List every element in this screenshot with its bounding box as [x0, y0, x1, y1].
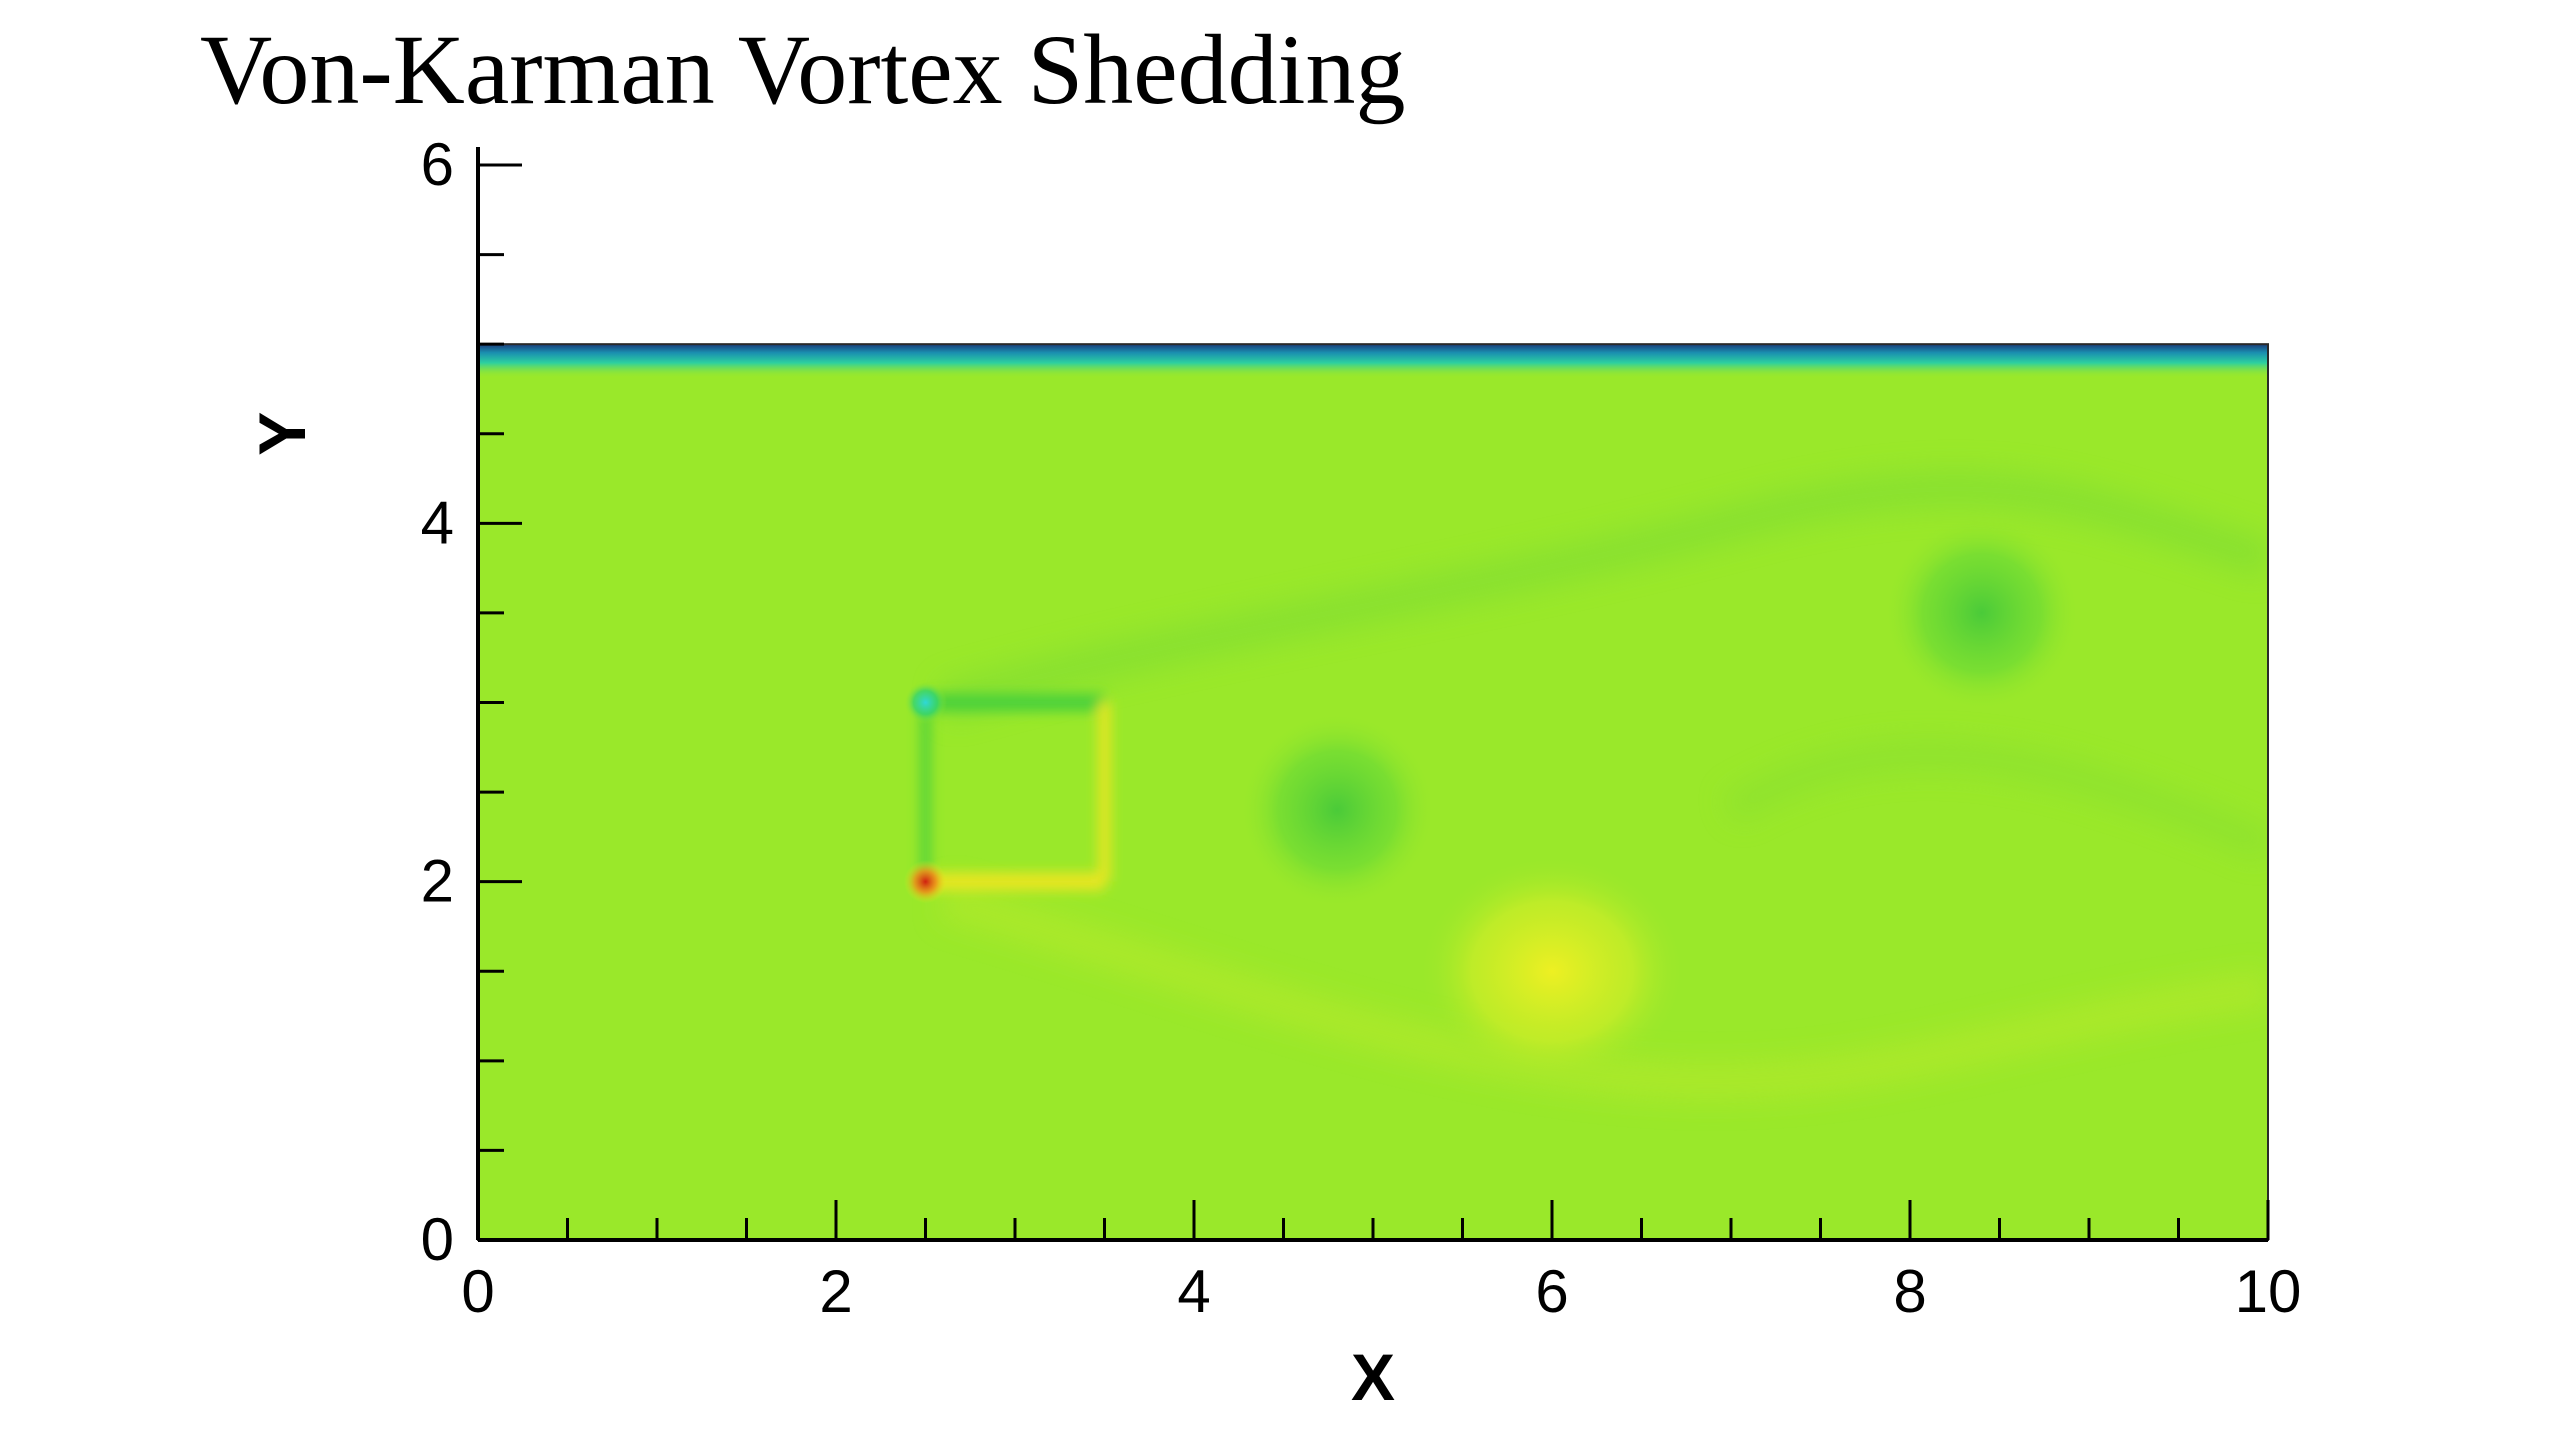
y-tick-label: 2 [421, 848, 454, 915]
x-tick-label: 4 [1177, 1258, 1210, 1325]
x-tick-label: 0 [461, 1258, 494, 1325]
axes [476, 147, 2270, 1242]
vortex-high [1417, 854, 1687, 1088]
x-tick-label: 2 [819, 1258, 852, 1325]
x-tick-label: 10 [2235, 1258, 2302, 1325]
x-axis-title: X [1351, 1340, 1395, 1414]
axis-labels: 0 2 4 6 8 10 0 2 4 6 X Y [245, 131, 2301, 1414]
page-title: Von-Karman Vortex Shedding [200, 14, 1406, 125]
cold-spot [904, 681, 947, 724]
wake-streak [938, 469, 2268, 721]
wake-streak [1723, 740, 2268, 860]
y-tick-label: 6 [421, 131, 454, 198]
wake-streaks [938, 469, 2268, 1101]
wake-streak [938, 881, 2268, 1101]
vortex-low [1883, 514, 2081, 712]
obstacle-edges [920, 693, 1111, 891]
y-tick-label: 4 [421, 489, 454, 556]
y-axis-title: Y [245, 412, 319, 456]
x-tick-label: 8 [1893, 1258, 1926, 1325]
vortex-low [1238, 711, 1436, 909]
top-wall-layer [478, 344, 2268, 379]
hot-spot [904, 860, 947, 904]
x-tick-label: 6 [1535, 1258, 1568, 1325]
y-tick-label: 0 [421, 1206, 454, 1273]
flow-field [478, 344, 2268, 1240]
